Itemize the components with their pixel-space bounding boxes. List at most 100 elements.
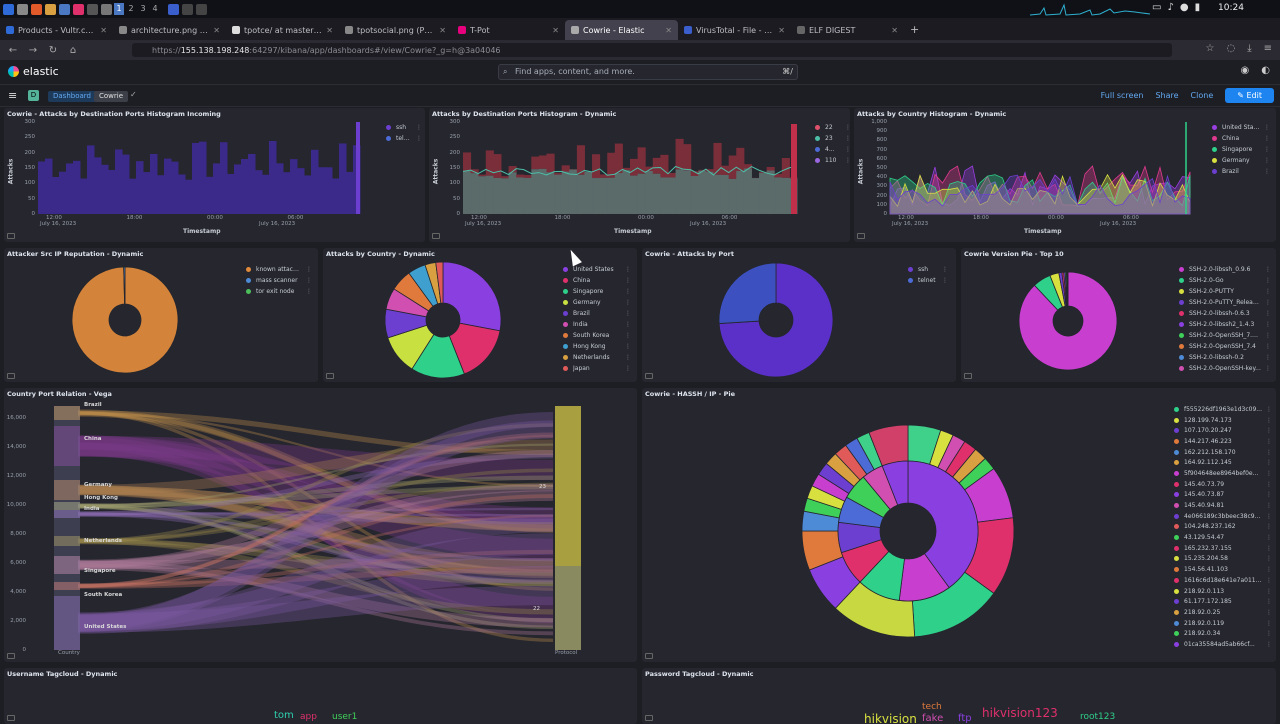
histogram-bar[interactable] (178, 175, 186, 214)
legend-item[interactable]: 145.40.73.87⋮ (1174, 490, 1272, 501)
legend-more-icon[interactable]: ⋮ (302, 288, 312, 295)
histogram-bar-23[interactable] (751, 178, 759, 214)
legend-more-icon[interactable]: ⋮ (1261, 310, 1271, 317)
histogram-bar[interactable] (213, 163, 221, 214)
legend-item[interactable]: China⋮ (1212, 133, 1270, 144)
histogram-bar-22[interactable] (744, 164, 752, 168)
legend-item[interactable]: 144.217.46.223⋮ (1174, 436, 1272, 447)
legend-item[interactable]: 165.232.37.155⋮ (1174, 543, 1272, 554)
legend-item[interactable]: Singapore⋮ (563, 286, 631, 297)
legend-item[interactable]: 110⋮ (815, 155, 850, 166)
legend-more-icon[interactable]: ⋮ (1262, 566, 1272, 573)
histogram-bar-23[interactable] (782, 178, 790, 214)
legend-more-icon[interactable]: ⋮ (1262, 630, 1272, 637)
histogram-bar-22[interactable] (714, 143, 722, 175)
histogram-bar-23[interactable] (524, 178, 532, 214)
legend-item[interactable]: Brazil⋮ (563, 308, 631, 319)
window-icon-2[interactable] (182, 4, 193, 15)
legend-more-icon[interactable]: ⋮ (1262, 406, 1272, 413)
histogram-bar-23[interactable] (547, 172, 555, 214)
browser-tab[interactable]: tpotce/ at master · telek✕ (226, 20, 339, 40)
forward-icon[interactable]: → (26, 45, 40, 56)
panel-options-icon[interactable] (645, 653, 653, 659)
histogram-bar[interactable] (346, 172, 354, 214)
legend-item[interactable]: Japan⋮ (563, 363, 631, 374)
histogram-bar-23[interactable] (683, 170, 691, 214)
tab-close-icon[interactable]: ✕ (665, 26, 672, 35)
pie-slice[interactable] (443, 262, 501, 331)
tagcloud-word[interactable]: app (300, 712, 317, 722)
panel-options-icon[interactable] (857, 233, 865, 239)
legend-more-icon[interactable]: ⋮ (1262, 491, 1272, 498)
legend-item[interactable]: teln...⋮ (386, 133, 422, 144)
histogram-bar-23[interactable] (736, 171, 744, 214)
space-avatar[interactable]: D (28, 90, 39, 101)
histogram-bar[interactable] (94, 157, 102, 214)
legend-more-icon[interactable]: ⋮ (1261, 277, 1271, 284)
histogram-bar-23[interactable] (744, 169, 752, 214)
legend-item[interactable]: China⋮ (563, 275, 631, 286)
legend-item[interactable]: Singapore⋮ (1212, 144, 1270, 155)
legend-more-icon[interactable]: ⋮ (1262, 555, 1272, 562)
share-button[interactable]: Share (1155, 91, 1178, 100)
histogram-bar-22[interactable] (767, 167, 775, 171)
legend-item[interactable]: SSH-2.0-libssh2_1.4.3⋮ (1179, 319, 1271, 330)
legend-item[interactable]: United Stat...⋮ (1212, 122, 1270, 133)
histogram-bar-23[interactable] (562, 172, 570, 214)
home-icon[interactable]: ⌂ (66, 45, 80, 56)
tab-close-icon[interactable]: ✕ (552, 26, 559, 35)
histogram-bar[interactable] (143, 172, 151, 214)
histogram-bar[interactable] (45, 159, 53, 214)
legend-more-icon[interactable]: ⋮ (1262, 470, 1272, 477)
fullscreen-button[interactable]: Full screen (1101, 91, 1144, 100)
histogram-bar-23[interactable] (493, 178, 501, 214)
legend-item[interactable]: 164.92.112.145⋮ (1174, 457, 1272, 468)
legend-item[interactable]: mass scanner⋮ (246, 275, 312, 286)
histogram-bar-22[interactable] (554, 173, 562, 175)
legend-more-icon[interactable]: ⋮ (841, 146, 850, 153)
histogram-bar[interactable] (199, 142, 207, 214)
legend-item[interactable]: Germany⋮ (1212, 155, 1270, 166)
histogram-bar[interactable] (150, 154, 158, 214)
workspace-3[interactable]: 3 (138, 3, 148, 15)
histogram-bar[interactable] (136, 161, 144, 214)
legend-item[interactable]: 01ca35584ad5ab66cf...⋮ (1174, 639, 1272, 650)
legend-more-icon[interactable]: ⋮ (1260, 146, 1270, 153)
histogram-bar[interactable] (227, 174, 235, 214)
legend-more-icon[interactable]: ⋮ (938, 266, 948, 273)
tab-close-icon[interactable]: ✕ (100, 26, 107, 35)
histogram-bar[interactable] (339, 143, 347, 214)
elastic-logo[interactable]: elastic (8, 65, 59, 78)
legend-more-icon[interactable]: ⋮ (1260, 135, 1270, 142)
legend-item[interactable]: SSH-2.0-libssh-0.6.3⋮ (1179, 308, 1271, 319)
menu-icon[interactable]: ≡ (1264, 43, 1272, 54)
histogram-bar[interactable] (255, 170, 263, 214)
tab-close-icon[interactable]: ✕ (213, 26, 220, 35)
workspace-4[interactable]: 4 (150, 3, 160, 15)
legend-more-icon[interactable]: ⋮ (302, 266, 312, 273)
histogram-bar-23[interactable] (630, 176, 638, 214)
panel-options-icon[interactable] (7, 715, 15, 721)
url-field[interactable]: https://155.138.198.248:64297/kibana/app… (132, 43, 1172, 57)
legend-more-icon[interactable]: ⋮ (1262, 545, 1272, 552)
tagcloud-word[interactable]: tom (274, 710, 294, 721)
histogram-bar[interactable] (108, 170, 116, 214)
histogram-bar-22[interactable] (524, 175, 532, 178)
histogram-bar-22[interactable] (501, 176, 509, 178)
app-icon-3[interactable] (101, 4, 112, 15)
legend-item[interactable]: 4...⋮ (815, 144, 850, 155)
browser-tab[interactable]: T-Pot✕ (452, 20, 565, 40)
histogram-bar[interactable] (241, 159, 249, 214)
histogram-bar-22[interactable] (562, 165, 570, 171)
legend-more-icon[interactable]: ⋮ (1262, 588, 1272, 595)
histogram-bar-23[interactable] (653, 174, 661, 214)
histogram-bar-23[interactable] (615, 173, 623, 214)
legend-more-icon[interactable]: ⋮ (621, 310, 631, 317)
histogram-bar-23[interactable] (714, 175, 722, 214)
legend-item[interactable]: Germany⋮ (563, 297, 631, 308)
legend-more-icon[interactable]: ⋮ (841, 124, 850, 131)
firefox-icon[interactable] (31, 4, 42, 15)
legend-item[interactable]: 23⋮ (815, 133, 850, 144)
panel-options-icon[interactable] (645, 715, 653, 721)
legend-more-icon[interactable]: ⋮ (1262, 427, 1272, 434)
